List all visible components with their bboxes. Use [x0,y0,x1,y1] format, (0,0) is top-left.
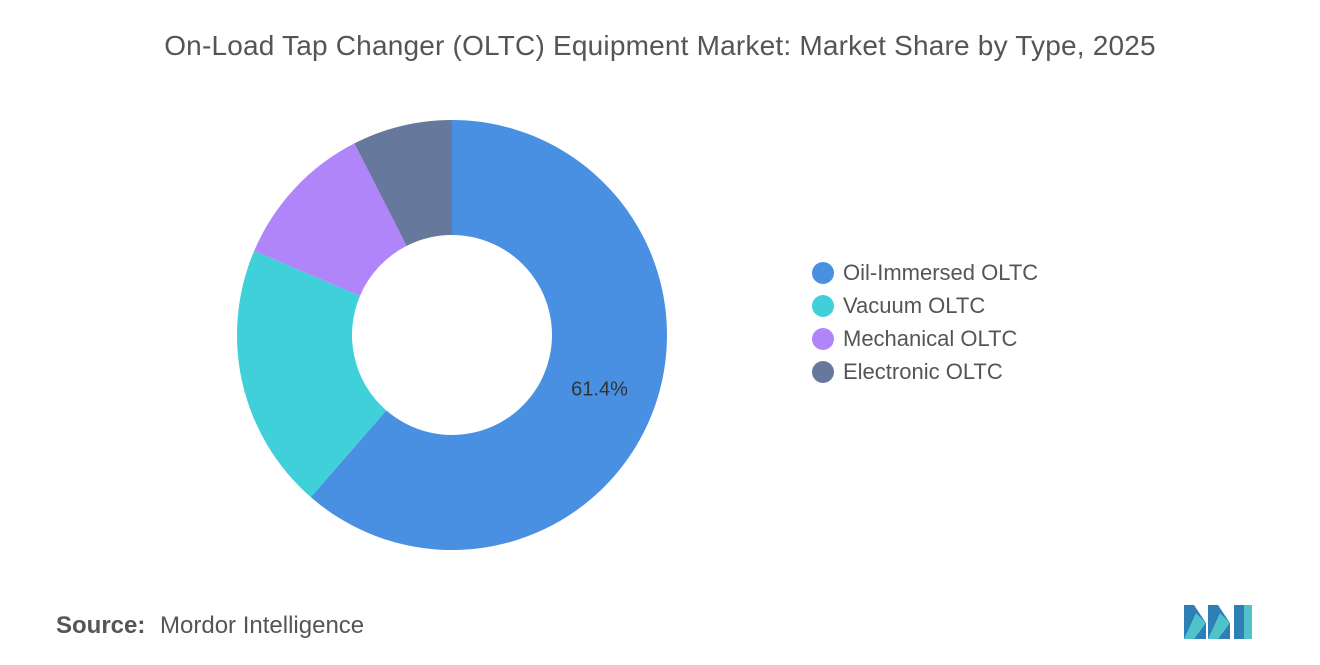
legend-label-electronic-oltc: Electronic OLTC [843,358,1003,384]
slice-electronic-oltc [354,120,452,246]
data-label-oil-immersed-oltc: 61.4% [571,378,628,400]
legend-swatch-oil-immersed-oltc [812,261,834,284]
legend-item-mechanical-oltc: Mechanical OLTC [812,322,1038,355]
legend-item-electronic-oltc: Electronic OLTC [812,355,1038,388]
chart-title: On-Load Tap Changer (OLTC) Equipment Mar… [164,30,1156,61]
chart-legend: Oil-Immersed OLTC Vacuum OLTC Mechanical O… [812,256,1038,388]
source-line: Source: Mordor Intelligence [56,612,364,640]
slice-oil-immersed-oltc [310,120,668,550]
legend-label-vacuum-oltc: Vacuum OLTC [843,292,986,318]
legend-swatch-electronic-oltc [812,360,834,383]
slice-vacuum-oltc [237,250,387,498]
legend-swatch-vacuum-oltc [812,294,834,317]
source-key: Source: [56,612,146,639]
legend-item-oil-immersed-oltc: Oil-Immersed OLTC [812,256,1038,289]
legend-label-mechanical-oltc: Mechanical OLTC [843,325,1018,351]
slice-mechanical-oltc [254,143,407,296]
legend-swatch-mechanical-oltc [812,327,834,350]
legend-label-oil-immersed-oltc: Oil-Immersed OLTC [843,259,1039,285]
source-value: Mordor Intelligence [160,612,365,639]
mordor-logo-icon [1184,605,1252,639]
legend-item-vacuum-oltc: Vacuum OLTC [812,289,1038,322]
